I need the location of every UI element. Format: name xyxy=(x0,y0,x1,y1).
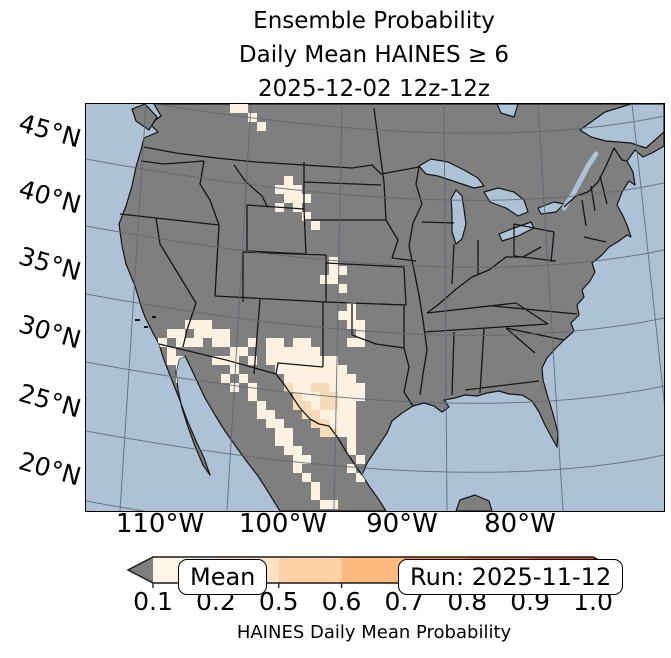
latitude-axis-label: 35°N xyxy=(15,241,85,287)
title-line-3: 2025-12-02 12z-12z xyxy=(258,76,490,102)
colorbar-caption: HAINES Daily Mean Probability xyxy=(236,622,512,643)
lake-michigan xyxy=(450,189,467,245)
title-line-2: Daily Mean HAINES ≥ 6 xyxy=(238,42,510,68)
map-canvas: Mean Run: 2025-11-12 xyxy=(85,103,665,595)
colorbar-tick-label: 0.6 xyxy=(321,587,362,616)
st-lawrence-river xyxy=(561,151,599,211)
yucatan xyxy=(455,494,493,511)
colorbar-tick-label: 0.1 xyxy=(133,587,173,616)
state-borders xyxy=(119,107,628,476)
colorbar-tick-label: 0.5 xyxy=(258,587,299,616)
map-svg xyxy=(86,104,664,511)
run-badge: Run: 2025-11-12 xyxy=(398,559,624,595)
longitude-axis-label: 100°W xyxy=(238,509,328,539)
run-badge-label: Run: 2025-11-12 xyxy=(410,563,612,591)
graticule xyxy=(86,104,664,511)
title-line-1: Ensemble Probability xyxy=(253,8,495,34)
latitude-axis-label: 40°N xyxy=(15,174,85,220)
latitude-axis-label: 25°N xyxy=(15,378,85,424)
hudson-bay-patch xyxy=(496,104,519,118)
mean-badge: Mean xyxy=(178,559,268,595)
gulf-st-lawrence xyxy=(579,104,664,149)
longitude-axis-label: 90°W xyxy=(366,509,438,539)
latitude-axis-label: 20°N xyxy=(15,446,85,492)
vancouver-island xyxy=(131,104,158,131)
lake-huron xyxy=(483,187,529,217)
longitude-axis-label: 80°W xyxy=(484,509,556,539)
channel-islands xyxy=(135,316,156,328)
latitude-axis-label: 45°N xyxy=(15,108,85,154)
longitude-axis-label: 110°W xyxy=(115,509,205,539)
great-lakes xyxy=(418,104,664,245)
latitude-axis-label: 30°N xyxy=(15,309,85,355)
mean-badge-label: Mean xyxy=(190,563,256,591)
figure-title: Ensemble Probability Daily Mean HAINES ≥… xyxy=(85,4,663,106)
lake-superior xyxy=(418,158,485,189)
